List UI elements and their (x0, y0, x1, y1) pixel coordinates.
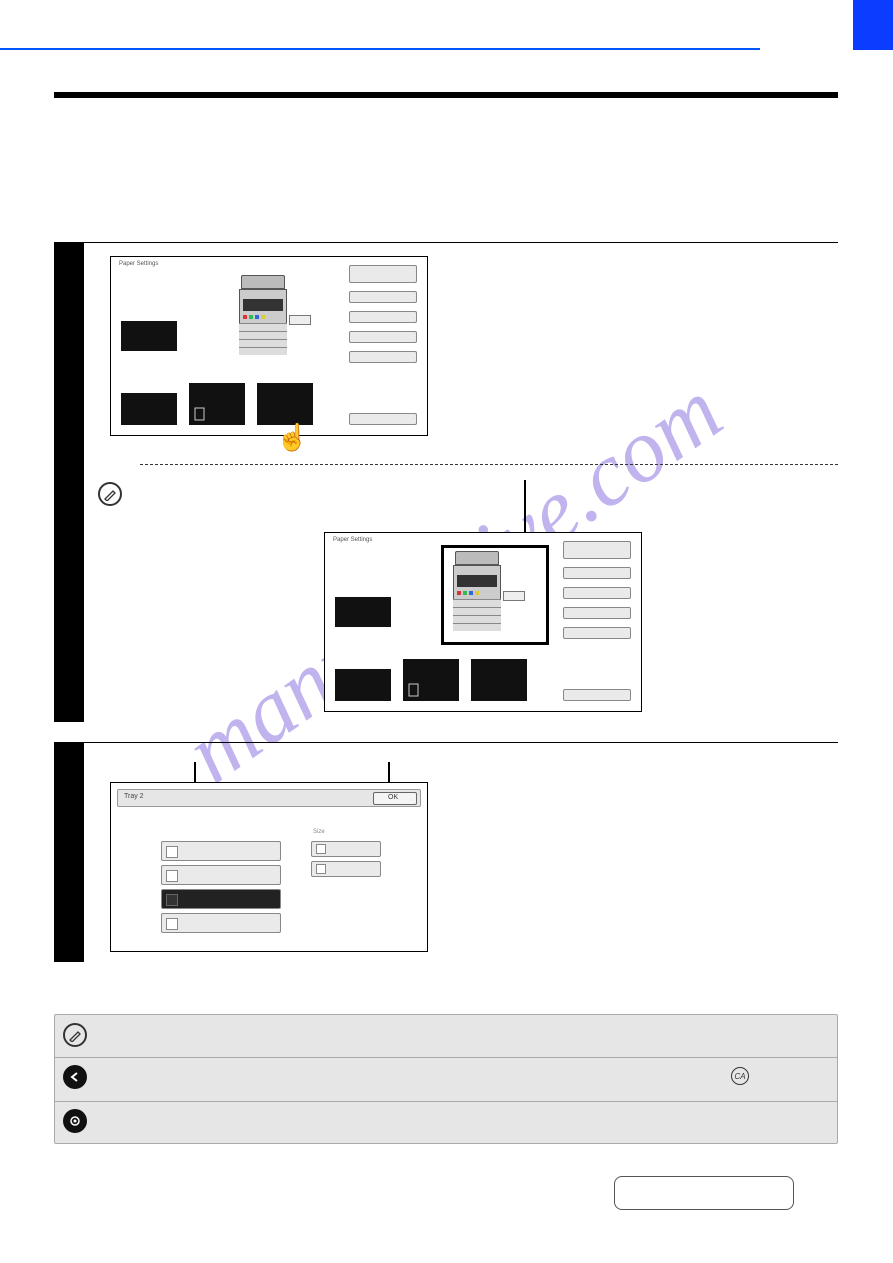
type-row-3-selected[interactable] (161, 889, 281, 909)
side2-btn-1[interactable] (563, 541, 631, 559)
printer-glyph-1 (233, 275, 297, 363)
note-icon (98, 482, 122, 506)
tray-button-1[interactable] (121, 321, 177, 351)
row-icon (166, 894, 178, 906)
note-pencil-icon (63, 1023, 87, 1047)
step-2: Tray 2 OK Size (54, 742, 838, 962)
panel-2-title: Paper Settings (333, 537, 372, 543)
info-sep-1 (55, 1057, 837, 1058)
ca-badge: CA (731, 1067, 749, 1085)
side-btn-5[interactable] (349, 351, 417, 363)
step-1-number-bar (54, 242, 84, 722)
type-row-2[interactable] (161, 865, 281, 885)
info-sep-2 (55, 1101, 837, 1102)
row-icon (166, 870, 178, 882)
size-heading: Size (313, 829, 325, 835)
page-number-box (614, 1176, 794, 1210)
side2-btn-5[interactable] (563, 627, 631, 639)
type-row-4[interactable] (161, 913, 281, 933)
header-tab (853, 0, 893, 50)
side-btn-2[interactable] (349, 291, 417, 303)
paper-settings-panel-2: Paper Settings (324, 532, 642, 712)
tray2-button-3[interactable] (403, 659, 459, 701)
doc-icon (193, 407, 207, 421)
step-1: Paper Settings (54, 242, 838, 722)
pencil-icon (103, 487, 117, 501)
row-icon (316, 864, 326, 874)
type-row-1[interactable] (161, 841, 281, 861)
tray-button-2[interactable] (121, 393, 177, 425)
row-icon (166, 918, 178, 930)
step-1-dashed-separator (140, 464, 838, 465)
ok-label: OK (388, 794, 398, 801)
ca-label: CA (734, 1072, 745, 1081)
side2-btn-6[interactable] (563, 689, 631, 701)
side2-btn-3[interactable] (563, 587, 631, 599)
side-btn-3[interactable] (349, 311, 417, 323)
notes-block: CA (54, 1014, 838, 1144)
side-btn-6[interactable] (349, 413, 417, 425)
tray2-button-2[interactable] (335, 669, 391, 701)
tray-settings-panel: Tray 2 OK Size (110, 782, 428, 952)
tray2-button-1[interactable] (335, 597, 391, 627)
ok-button[interactable]: OK (373, 792, 417, 805)
doc-icon (407, 683, 421, 697)
tap-cursor-icon: ☝ (276, 422, 308, 453)
side2-btn-4[interactable] (563, 607, 631, 619)
page-root: manualshive.com Paper Settings (0, 0, 893, 1263)
step-2-number-bar (54, 742, 84, 962)
tray-button-4[interactable] (257, 383, 313, 425)
tray-button-3[interactable] (189, 383, 245, 425)
section-heading-rule (54, 92, 838, 98)
size-row-2[interactable] (311, 861, 381, 877)
gear-icon (63, 1109, 87, 1133)
settings-header-title: Tray 2 (124, 793, 144, 800)
row-icon (166, 846, 178, 858)
row-icon (316, 844, 326, 854)
tray2-button-4[interactable] (471, 659, 527, 701)
back-icon (63, 1065, 87, 1089)
step-2-rule (84, 742, 838, 743)
header-rule (0, 48, 760, 50)
step-1-rule (84, 242, 838, 243)
printer-highlight (441, 545, 549, 645)
settings-header: Tray 2 OK (117, 789, 421, 807)
paper-settings-panel-1: Paper Settings (110, 256, 428, 436)
size-row-1[interactable] (311, 841, 381, 857)
side-btn-4[interactable] (349, 331, 417, 343)
side-btn-1[interactable] (349, 265, 417, 283)
panel-1-title: Paper Settings (119, 261, 158, 267)
callout-line-1 (524, 480, 526, 538)
side2-btn-2[interactable] (563, 567, 631, 579)
